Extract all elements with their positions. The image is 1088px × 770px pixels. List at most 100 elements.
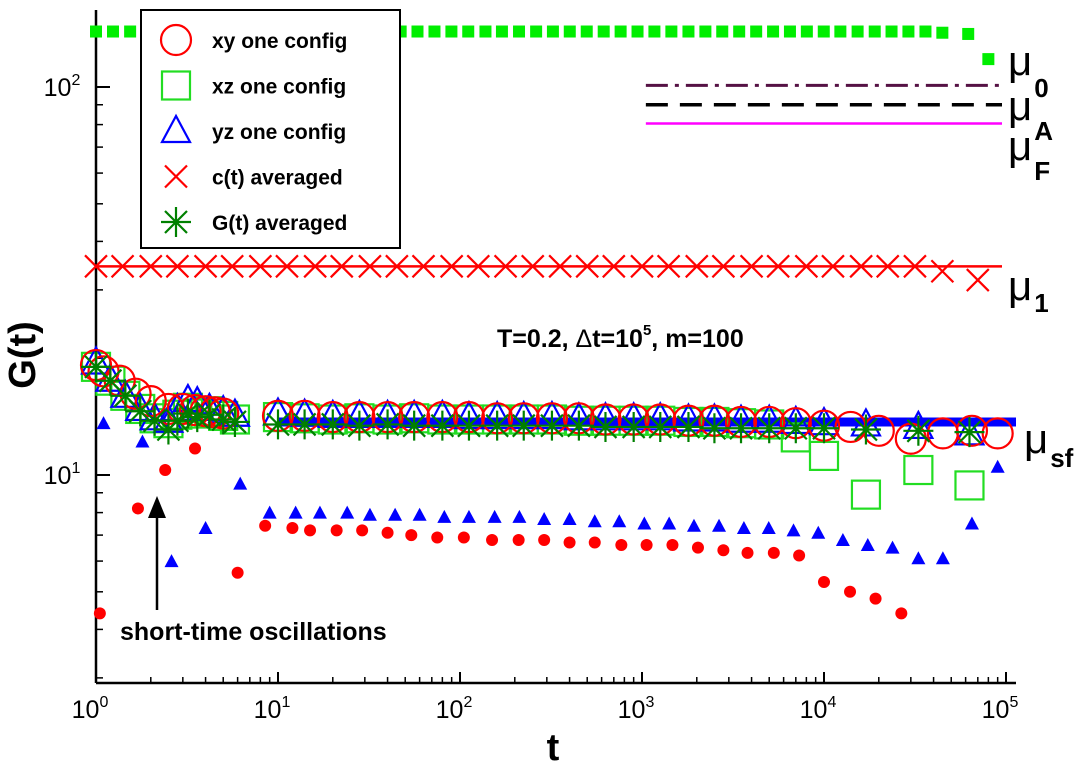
data-point [733,25,746,38]
data-point [162,405,193,436]
data-point [520,254,545,279]
data-point [851,25,864,38]
data-point [164,554,179,568]
label-mu-1: μ1 [1008,262,1049,318]
data-point [794,254,819,279]
data-point [954,470,985,501]
data-point [563,410,594,441]
data-point [388,507,403,521]
legend: xy one config xz one config yz one config c… [140,9,401,249]
data-point [850,479,882,510]
data-point [95,365,126,396]
data-point [275,254,299,279]
data-point [546,25,559,38]
data-point [648,25,661,38]
param-part-a: T=0.2, [497,325,576,353]
series-red-filled-circles [93,442,908,620]
data-point [412,507,427,521]
data-point [716,25,729,38]
data-point [189,442,202,455]
data-point [530,25,543,38]
data-point [818,575,830,588]
x-tick-label: 102 [436,694,473,724]
legend-label: c(t) averaged [212,167,343,190]
y-tick-label: 101 [44,460,81,490]
data-point [96,416,111,430]
data-point [875,254,900,279]
label-mu-A: μA [1008,82,1053,146]
data-point [139,254,163,279]
data-point [172,398,203,429]
data-point [445,25,458,38]
data-point [662,516,677,530]
data-point [717,544,730,557]
x-tick-label: 104 [800,694,837,724]
legend-entry: G(t) averaged [161,207,347,237]
data-point [159,464,172,477]
data-point [165,254,190,279]
data-point [954,417,985,448]
data-point [198,521,213,535]
data-point [811,525,826,539]
y-tick-label: 102 [44,72,81,102]
legend-marker [161,207,191,237]
data-point [645,411,676,442]
data-point [372,409,403,440]
data-point [817,25,830,38]
data-point [699,413,730,444]
data-point [903,415,934,446]
data-point [135,434,150,448]
legend-entry: xy one config [159,23,347,57]
data-point [385,254,409,279]
data-point [767,546,780,559]
data-point [736,521,751,535]
data-point [783,25,796,38]
data-point [262,505,277,519]
axis-ticks: 100 101 102 103 104 105 101 102 [44,72,1019,724]
data-point [233,476,248,490]
data-point [548,254,572,279]
data-point [903,454,934,486]
data-point [303,254,327,279]
data-point [259,519,272,532]
data-point [981,417,1014,450]
data-point [358,254,382,279]
data-point [493,254,518,279]
data-point [936,26,949,39]
data-point [107,25,120,38]
data-point [587,514,602,528]
data-point [437,509,452,523]
data-point [81,351,111,382]
data-point [512,533,525,546]
data-point [457,531,470,544]
legend-entry: yz one config [160,113,346,144]
data-point [536,410,567,441]
oscillation-arrow-head [148,496,166,518]
data-point [289,409,320,440]
data-point [966,268,990,292]
label-mu-F: μF [1008,122,1050,186]
data-point [84,254,108,279]
data-point [919,25,932,38]
data-point [208,404,239,435]
data-point [711,254,736,279]
x-tick-label: 105 [982,694,1019,724]
data-point [479,25,492,38]
data-point [793,549,806,562]
data-point [666,539,679,552]
data-point [835,532,850,546]
data-point [512,509,527,523]
data-point [93,607,106,620]
data-point [381,526,394,539]
data-point [809,413,839,444]
data-point [614,25,627,38]
data-point [431,531,444,544]
data-point [850,414,881,445]
legend-label: xy one config [212,30,347,53]
data-point [562,512,577,526]
data-point [962,27,975,40]
data-point [304,524,317,537]
data-point [786,523,801,537]
data-point [780,413,811,444]
